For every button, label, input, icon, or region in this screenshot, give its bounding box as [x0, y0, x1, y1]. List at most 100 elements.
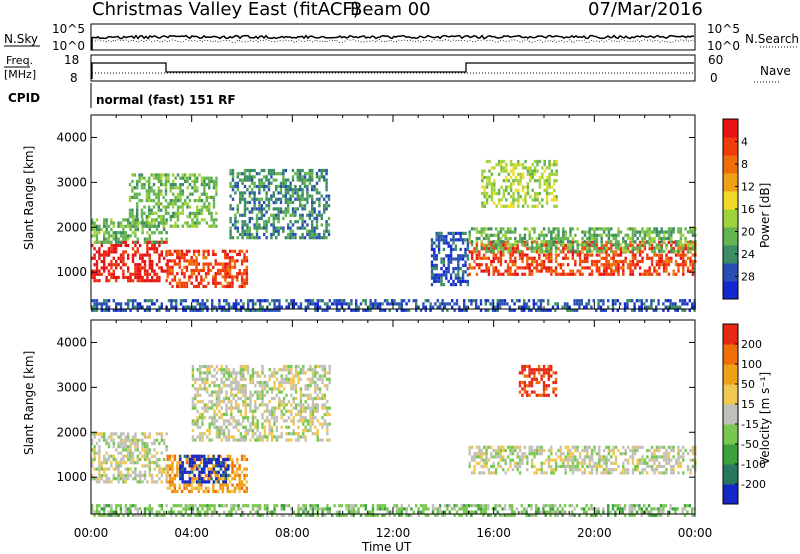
data-cell	[124, 461, 127, 465]
data-cell	[91, 473, 94, 478]
data-cell	[578, 305, 581, 309]
data-cell	[188, 470, 192, 474]
data-cell	[150, 211, 153, 215]
data-cell	[655, 259, 659, 264]
data-cell	[277, 226, 280, 230]
data-cell	[287, 200, 290, 205]
data-cell	[478, 471, 481, 475]
data-cell	[686, 269, 690, 273]
data-cell	[691, 269, 695, 273]
data-cell	[674, 272, 678, 276]
data-cell	[507, 185, 510, 189]
data-cell	[662, 249, 666, 253]
data-cell	[249, 403, 252, 407]
data-cell	[691, 253, 695, 257]
data-cell	[143, 457, 147, 462]
data-cell	[598, 259, 601, 264]
data-cell	[504, 236, 507, 241]
freq-tick-high: 18	[64, 53, 79, 67]
data-cell	[326, 377, 329, 381]
data-cell	[238, 489, 241, 494]
data-cell	[628, 299, 631, 303]
data-cell	[272, 223, 275, 227]
data-cell	[535, 308, 538, 312]
data-cell	[315, 236, 319, 240]
data-cell	[508, 308, 511, 312]
data-cell	[284, 210, 287, 214]
data-cell	[107, 467, 111, 471]
data-cell	[176, 281, 179, 285]
data-cell	[499, 227, 503, 231]
data-cell	[502, 191, 506, 196]
data-cell	[242, 364, 245, 369]
data-cell	[117, 473, 120, 478]
data-cell	[225, 438, 228, 442]
data-cell	[470, 458, 474, 462]
data-cell	[240, 483, 244, 487]
data-cell	[176, 218, 180, 222]
data-cell	[248, 226, 251, 230]
data-cell	[234, 184, 237, 189]
data-cell	[103, 231, 106, 235]
data-cell	[143, 186, 146, 190]
data-cell	[248, 168, 251, 173]
data-cell	[381, 302, 384, 306]
data-cell	[224, 464, 227, 468]
data-cell	[248, 175, 251, 179]
data-cell	[468, 233, 471, 237]
data-cell	[224, 249, 227, 253]
data-cell	[655, 253, 659, 257]
data-cell	[519, 195, 522, 199]
data-cell	[485, 227, 488, 231]
data-cell	[617, 233, 620, 237]
data-cell	[290, 438, 293, 442]
data-cell	[91, 256, 94, 260]
data-cell	[648, 247, 651, 251]
data-cell	[194, 438, 197, 442]
data-cell	[139, 256, 142, 260]
data-cell	[512, 204, 515, 208]
data-cell	[207, 268, 210, 273]
data-cell	[437, 231, 441, 235]
data-cell	[151, 454, 154, 458]
data-cell	[173, 477, 177, 481]
data-cell	[542, 299, 545, 303]
data-cell	[328, 377, 331, 381]
data-cell	[240, 454, 244, 458]
data-cell	[492, 247, 495, 251]
data-cell	[230, 384, 233, 388]
data-cell	[605, 263, 608, 267]
data-cell	[105, 240, 108, 244]
data-cell	[607, 266, 611, 270]
data-cell	[103, 473, 106, 478]
data-cell	[568, 305, 571, 309]
data-cell	[318, 213, 321, 217]
data-cell	[683, 299, 687, 303]
data-cell	[148, 253, 151, 257]
data-cell	[555, 163, 558, 167]
data-cell	[117, 477, 120, 481]
data-cell	[473, 259, 476, 264]
data-cell	[245, 275, 249, 279]
data-cell	[139, 305, 142, 309]
data-cell	[542, 227, 546, 231]
data-cell	[514, 269, 517, 273]
data-cell	[350, 308, 353, 312]
data-cell	[253, 197, 256, 201]
data-cell	[105, 308, 108, 312]
data-cell	[617, 266, 620, 270]
data-cell	[271, 299, 274, 303]
data-cell	[539, 308, 543, 312]
data-cell	[173, 454, 177, 458]
data-cell	[124, 243, 127, 248]
data-cell	[243, 284, 246, 289]
data-cell	[296, 197, 299, 201]
data-cell	[107, 269, 111, 273]
data-cell	[529, 166, 532, 170]
data-cell	[115, 302, 118, 306]
data-cell	[516, 243, 519, 248]
data-cell	[638, 272, 642, 276]
data-cell	[533, 249, 536, 253]
data-cell	[658, 266, 661, 270]
data-cell	[174, 202, 177, 206]
